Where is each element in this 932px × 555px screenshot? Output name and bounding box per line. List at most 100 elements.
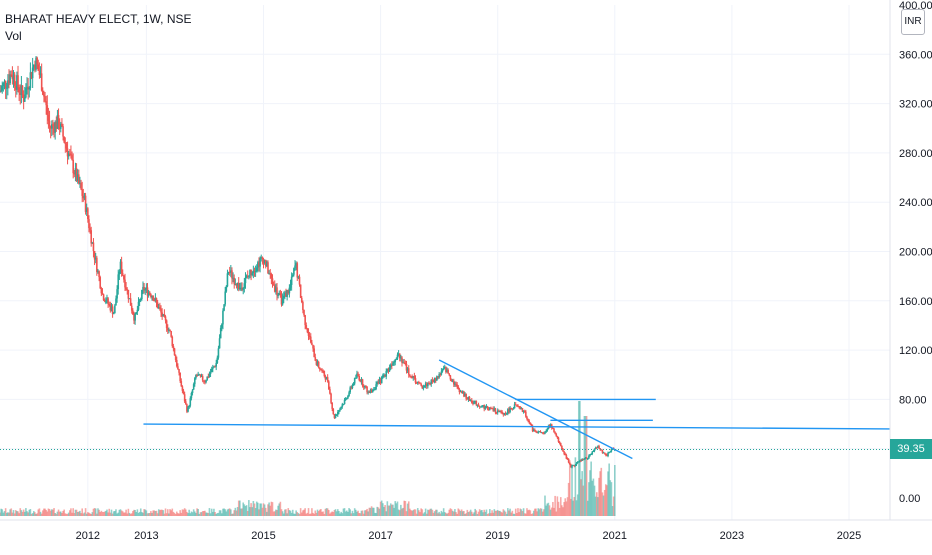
volume-bar bbox=[412, 510, 415, 516]
candle-body bbox=[562, 448, 564, 452]
volume-bar bbox=[117, 512, 120, 516]
candle-body bbox=[532, 429, 535, 432]
trendline[interactable] bbox=[143, 423, 891, 430]
candle-body bbox=[261, 257, 264, 259]
candle-body bbox=[254, 270, 257, 272]
candle-body bbox=[18, 87, 20, 93]
candle-body bbox=[537, 431, 540, 433]
volume-bar bbox=[224, 509, 227, 516]
volume-bar bbox=[165, 513, 168, 516]
volume-bar bbox=[183, 508, 186, 516]
currency-badge[interactable]: INR bbox=[901, 9, 925, 35]
candle-body bbox=[439, 374, 442, 376]
candle-body bbox=[541, 432, 544, 434]
candle-body bbox=[386, 368, 389, 372]
symbol-title[interactable]: BHARAT HEAVY ELECT, 1W, NSE bbox=[5, 12, 192, 26]
candle-body bbox=[288, 287, 291, 294]
volume-bar bbox=[72, 508, 74, 516]
volume-bar bbox=[549, 509, 552, 516]
candle-body bbox=[70, 154, 72, 156]
volume-indicator-label[interactable]: Vol bbox=[5, 29, 22, 43]
volume-bar bbox=[380, 500, 383, 516]
candle-body bbox=[85, 208, 88, 212]
candle-body bbox=[106, 298, 108, 302]
volume-bar bbox=[308, 513, 311, 516]
volume-bar bbox=[232, 513, 234, 516]
volume-bar bbox=[575, 500, 578, 516]
candle-body bbox=[141, 289, 143, 299]
candle-body bbox=[144, 289, 147, 291]
candle-body bbox=[557, 437, 560, 442]
volume-bar bbox=[129, 513, 132, 516]
candle-body bbox=[37, 64, 40, 71]
trendlines[interactable] bbox=[143, 359, 891, 460]
candle-body bbox=[570, 464, 572, 468]
volume-bar bbox=[505, 513, 508, 516]
candle-body bbox=[534, 429, 536, 431]
candle-body bbox=[459, 391, 462, 393]
candle-body bbox=[431, 380, 434, 382]
candle-body bbox=[43, 94, 45, 97]
candle-body bbox=[116, 289, 118, 299]
volume-bar bbox=[194, 511, 196, 516]
candle-body bbox=[294, 265, 296, 269]
volume-bar bbox=[279, 501, 282, 516]
volume-bar bbox=[407, 501, 410, 516]
candle-body bbox=[128, 298, 131, 300]
volume-bar bbox=[65, 513, 68, 516]
volume-bar bbox=[67, 512, 70, 516]
volume-bar bbox=[607, 471, 609, 516]
candle-body bbox=[601, 449, 604, 453]
volume-bar bbox=[492, 512, 494, 516]
candle-body bbox=[1, 86, 4, 91]
candle-body bbox=[228, 271, 231, 273]
volume-bar bbox=[314, 510, 317, 516]
candle-body bbox=[214, 366, 216, 368]
candle-body bbox=[606, 454, 608, 457]
volume-bar bbox=[286, 513, 288, 516]
candle-body bbox=[0, 90, 2, 92]
candle-body bbox=[58, 127, 61, 129]
volume-bar bbox=[367, 511, 370, 516]
candle-body bbox=[467, 397, 470, 400]
candle-body bbox=[421, 385, 424, 389]
candle-body bbox=[508, 409, 510, 413]
candle-body bbox=[514, 404, 517, 406]
volume-bar bbox=[177, 513, 179, 516]
candle-body bbox=[287, 290, 290, 294]
volume-bar bbox=[351, 510, 354, 516]
candle-body bbox=[216, 357, 219, 364]
volume-bar bbox=[581, 471, 583, 516]
candle-body bbox=[56, 115, 59, 129]
volume-bar bbox=[396, 501, 399, 516]
candle-body bbox=[124, 279, 126, 288]
candle-body bbox=[343, 399, 346, 405]
candle-body bbox=[219, 327, 222, 339]
candle-body bbox=[252, 270, 255, 274]
candle-body bbox=[60, 123, 62, 129]
candle-body bbox=[304, 315, 306, 326]
volume-bar bbox=[449, 508, 452, 516]
volume-bar bbox=[609, 480, 612, 516]
candle-body bbox=[502, 413, 505, 415]
volume-bar bbox=[0, 508, 2, 516]
candle-body bbox=[377, 382, 380, 384]
candle-body bbox=[156, 302, 159, 309]
candle-body bbox=[314, 357, 317, 361]
candle-body bbox=[496, 410, 499, 413]
trendline[interactable] bbox=[438, 359, 633, 460]
candle-body bbox=[396, 354, 399, 359]
volume-bar bbox=[529, 510, 532, 516]
candle-body bbox=[584, 457, 587, 459]
volume-bar bbox=[498, 510, 500, 516]
candles bbox=[0, 56, 616, 469]
candle-body bbox=[494, 408, 497, 413]
volume-bar bbox=[494, 510, 497, 516]
volume-bar bbox=[463, 510, 465, 516]
candle-body bbox=[153, 300, 156, 302]
candle-body bbox=[383, 374, 385, 376]
candle-body bbox=[433, 377, 436, 383]
candle-body bbox=[580, 460, 582, 462]
